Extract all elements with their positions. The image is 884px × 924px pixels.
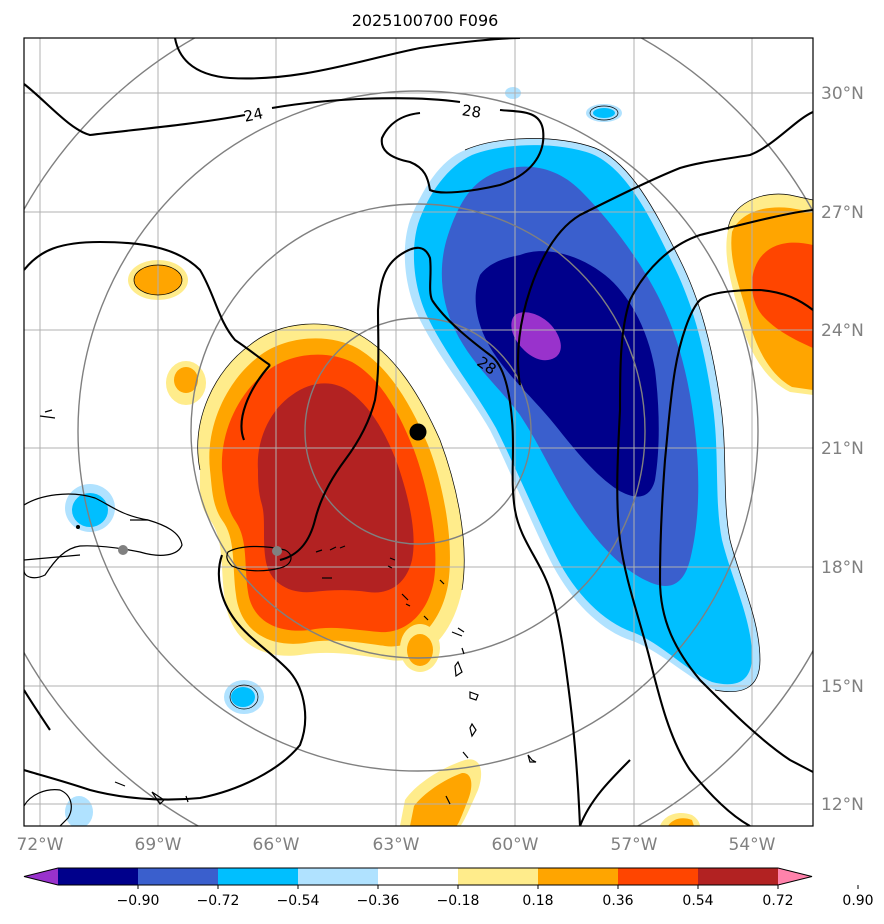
storm-center-marker (409, 423, 427, 441)
colorbar-segment (378, 868, 459, 885)
lat-tick-label: 30°N (821, 84, 864, 104)
lon-tick-label: 57°W (611, 835, 658, 855)
lon-tick-label: 72°W (17, 835, 64, 855)
colorbar-segment (698, 868, 779, 885)
colorbar-outline (23, 867, 813, 886)
colorbar-tick-label: −0.72 (197, 893, 240, 909)
plot-frame (23, 37, 814, 827)
colorbar-extend-max (778, 868, 812, 885)
lon-tick-label: 54°W (729, 835, 776, 855)
colorbar-extend-min (24, 868, 58, 885)
colorbar-tick-label: −0.18 (437, 893, 480, 909)
colorbar-tick-label: −0.90 (117, 893, 160, 909)
colorbar-segment (298, 868, 379, 885)
colorbar-segment (58, 868, 139, 885)
shading-outlines (133, 105, 813, 710)
lon-tick-label: 63°W (373, 835, 420, 855)
reference-point-marker (118, 545, 128, 555)
lat-tick-label: 27°N (821, 203, 864, 223)
contour-label-28-north: 28 (461, 101, 482, 121)
colorbar-tick-label: −0.36 (357, 893, 400, 909)
colorbar-tick-label: 0.90 (842, 893, 873, 909)
colorbar-tick-label: 0.18 (522, 893, 553, 909)
positive-anomaly-small (128, 260, 700, 826)
positive-anomaly-west (197, 323, 465, 661)
latitude-axis: 30°N 27°N 24°N 21°N 18°N 15°N 12°N (821, 84, 864, 815)
contour-label-24: 24 (242, 104, 264, 126)
colorbar-segment (538, 868, 619, 885)
longitude-axis: 72°W 69°W 66°W 63°W 60°W 57°W 54°W (17, 835, 776, 855)
lon-tick-label: 69°W (135, 835, 182, 855)
island-dot (76, 525, 80, 529)
colorbar-tick-label: 0.72 (762, 893, 793, 909)
lat-tick-label: 21°N (821, 439, 864, 459)
colorbar-tick-label: 0.54 (682, 893, 713, 909)
gridlines (24, 38, 813, 826)
colorbar-tick-label: 0.36 (602, 893, 633, 909)
colorbar-segment (618, 868, 699, 885)
reference-point-marker (272, 546, 282, 556)
colorbar-segment (458, 868, 539, 885)
map-title: 2025100700 F096 (352, 11, 499, 30)
colorbar-segment (218, 868, 299, 885)
coastlines (24, 409, 537, 826)
lat-tick-label: 15°N (821, 677, 864, 697)
colorbar-segment (138, 868, 219, 885)
range-rings (24, 38, 813, 826)
lon-tick-label: 66°W (253, 835, 300, 855)
plot-area: 24 28 28 (24, 38, 813, 826)
colorbar: −0.90 −0.72 −0.54 −0.36 −0.18 0.18 0.36 0.54 0.7… (23, 867, 874, 909)
colorbar-tick-label: −0.54 (277, 893, 320, 909)
lat-tick-label: 12°N (821, 795, 864, 815)
lon-tick-label: 60°W (492, 835, 539, 855)
lat-tick-label: 18°N (821, 558, 864, 578)
isotherm-contours (24, 38, 813, 826)
lat-tick-label: 24°N (821, 321, 864, 341)
